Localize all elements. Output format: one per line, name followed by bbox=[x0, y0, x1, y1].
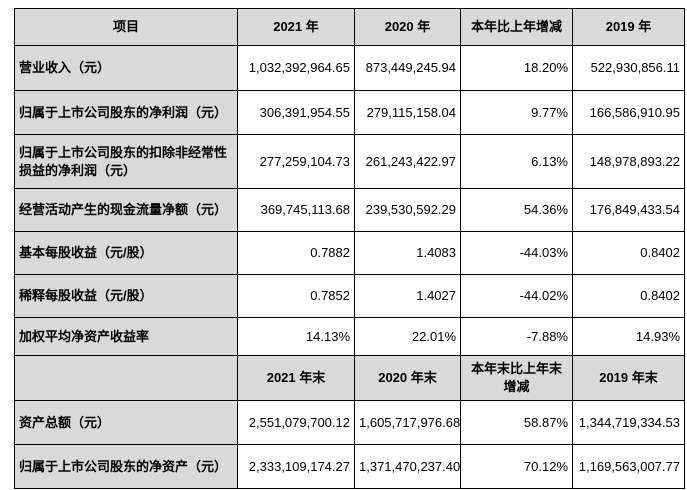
value-cell-change: 58.87% bbox=[460, 400, 573, 445]
value-cell-2021: 1,032,392,964.65 bbox=[237, 45, 355, 91]
row-label-cell: 经营活动产生的现金流量净额（元） bbox=[14, 188, 238, 232]
row-label-cell: 归属于上市公司股东的净资产（元） bbox=[14, 444, 238, 489]
eoy-header-row: 2021 年末 2020 年末 本年末比上年末增减 2019 年末 bbox=[14, 355, 685, 401]
header-cell-item: 项目 bbox=[14, 8, 238, 46]
row-label-cell: 归属于上市公司股东的净利润（元） bbox=[14, 90, 238, 135]
value-cell-2021: 14.13% bbox=[237, 317, 355, 356]
header-cell-2021: 2021 年 bbox=[237, 8, 355, 46]
row-label-cell: 资产总额（元） bbox=[14, 400, 238, 445]
value-cell-2021: 0.7852 bbox=[237, 274, 355, 318]
table-row-net-profit-excl-nonrecurring: 归属于上市公司股东的扣除非经常性损益的净利润（元） 277,259,104.73… bbox=[14, 134, 685, 189]
header-cell-2021-eoy: 2021 年末 bbox=[237, 355, 355, 401]
value-cell-2019: 148,978,893.22 bbox=[572, 134, 685, 189]
table-row-operating-revenue: 营业收入（元） 1,032,392,964.65 873,449,245.94 … bbox=[14, 45, 685, 91]
value-cell-2021: 369,745,113.68 bbox=[237, 188, 355, 232]
header-cell-2019: 2019 年 bbox=[572, 8, 685, 46]
value-cell-2020: 279,115,158.04 bbox=[354, 90, 461, 135]
value-cell-change: -44.02% bbox=[460, 274, 573, 318]
header-cell-eoy-change: 本年末比上年末增减 bbox=[460, 355, 573, 401]
annual-header-row: 项目 2021 年 2020 年 本年比上年增减 2019 年 bbox=[14, 8, 685, 46]
value-cell-2021: 2,551,079,700.12 bbox=[237, 400, 355, 445]
value-cell-2020: 1.4083 bbox=[354, 231, 461, 275]
value-cell-change: -44.03% bbox=[460, 231, 573, 275]
value-cell-2020: 1.4027 bbox=[354, 274, 461, 318]
value-cell-2021: 0.7882 bbox=[237, 231, 355, 275]
row-label-cell: 加权平均净资产收益率 bbox=[14, 317, 238, 356]
header-cell-yoy-change: 本年比上年增减 bbox=[460, 8, 573, 46]
row-label-cell: 归属于上市公司股东的扣除非经常性损益的净利润（元） bbox=[14, 134, 238, 189]
value-cell-2020: 239,530,592.29 bbox=[354, 188, 461, 232]
table-row-basic-eps: 基本每股收益（元/股） 0.7882 1.4083 -44.03% 0.8402 bbox=[14, 231, 685, 275]
header-cell-item-blank bbox=[14, 355, 238, 401]
value-cell-2021: 306,391,954.55 bbox=[237, 90, 355, 135]
value-cell-2019: 522,930,856.11 bbox=[572, 45, 685, 91]
value-cell-change: 6.13% bbox=[460, 134, 573, 189]
value-cell-change: 70.12% bbox=[460, 444, 573, 489]
table-row-diluted-eps: 稀释每股收益（元/股） 0.7852 1.4027 -44.02% 0.8402 bbox=[14, 274, 685, 318]
row-label-cell: 营业收入（元） bbox=[14, 45, 238, 91]
value-cell-2019: 166,586,910.95 bbox=[572, 90, 685, 135]
value-cell-2020: 1,605,717,976.68 bbox=[354, 400, 461, 445]
header-cell-2019-eoy: 2019 年末 bbox=[572, 355, 685, 401]
value-cell-2019: 1,344,719,334.53 bbox=[572, 400, 685, 445]
table-row-operating-cash-flow: 经营活动产生的现金流量净额（元） 369,745,113.68 239,530,… bbox=[14, 188, 685, 232]
value-cell-2020: 1,371,470,237.40 bbox=[354, 444, 461, 489]
value-cell-2020: 22.01% bbox=[354, 317, 461, 356]
value-cell-2019: 1,169,563,007.77 bbox=[572, 444, 685, 489]
value-cell-change: 18.20% bbox=[460, 45, 573, 91]
value-cell-2019: 176,849,433.54 bbox=[572, 188, 685, 232]
table-row-weighted-avg-roe: 加权平均净资产收益率 14.13% 22.01% -7.88% 14.93% bbox=[14, 317, 685, 356]
row-label-cell: 稀释每股收益（元/股） bbox=[14, 274, 238, 318]
value-cell-change: 54.36% bbox=[460, 188, 573, 232]
table-row-net-profit: 归属于上市公司股东的净利润（元） 306,391,954.55 279,115,… bbox=[14, 90, 685, 135]
value-cell-change: 9.77% bbox=[460, 90, 573, 135]
value-cell-2019: 0.8402 bbox=[572, 274, 685, 318]
header-cell-2020: 2020 年 bbox=[354, 8, 461, 46]
financial-summary-table: 项目 2021 年 2020 年 本年比上年增减 2019 年 营业收入（元） … bbox=[14, 8, 685, 489]
value-cell-2021: 277,259,104.73 bbox=[237, 134, 355, 189]
value-cell-2020: 261,243,422.97 bbox=[354, 134, 461, 189]
table-row-total-assets: 资产总额（元） 2,551,079,700.12 1,605,717,976.6… bbox=[14, 400, 685, 445]
value-cell-change: -7.88% bbox=[460, 317, 573, 356]
value-cell-2021: 2,333,109,174.27 bbox=[237, 444, 355, 489]
value-cell-2019: 0.8402 bbox=[572, 231, 685, 275]
table-row-net-assets: 归属于上市公司股东的净资产（元） 2,333,109,174.27 1,371,… bbox=[14, 444, 685, 489]
value-cell-2020: 873,449,245.94 bbox=[354, 45, 461, 91]
row-label-cell: 基本每股收益（元/股） bbox=[14, 231, 238, 275]
value-cell-2019: 14.93% bbox=[572, 317, 685, 356]
header-cell-2020-eoy: 2020 年末 bbox=[354, 355, 461, 401]
